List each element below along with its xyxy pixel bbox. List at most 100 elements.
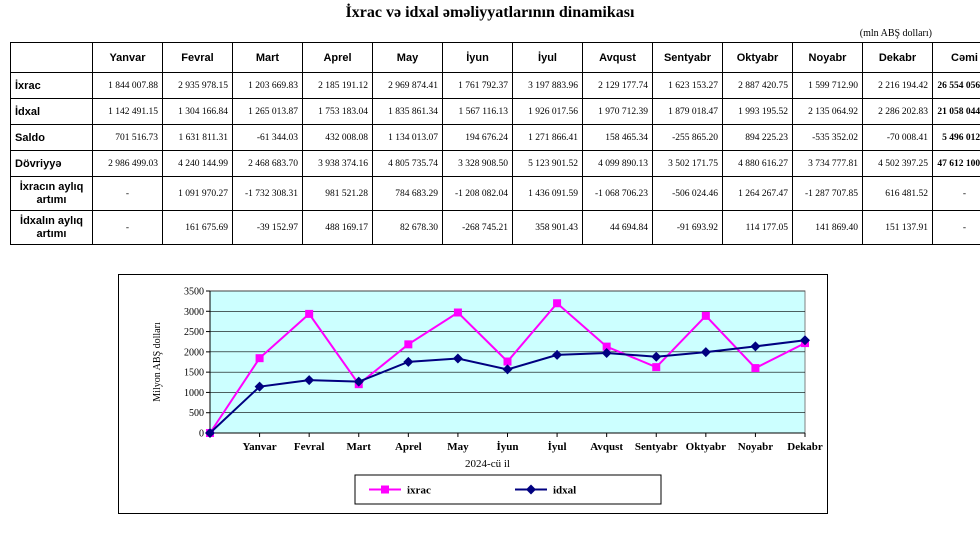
unit-note: (mln ABŞ dolları) <box>859 28 932 39</box>
table-cell: 1 091 970.27 <box>162 176 233 211</box>
table-header-corner <box>10 42 93 73</box>
table-cell: 3 938 374.16 <box>302 150 373 177</box>
x-tick-label: Mart <box>347 441 372 453</box>
table-cell: 4 240 144.99 <box>162 150 233 177</box>
table-row: İxracın aylıq artımı -1 091 970.27 -1 732 3… <box>10 176 980 211</box>
data-table: Yanvar Fevral Mart Aprel May İyun İyul Avqust Se… <box>10 42 980 245</box>
table-header-cell: Mart <box>232 42 303 73</box>
y-tick-label: 2500 <box>184 327 204 338</box>
row-label: İdxalın aylıq artımı <box>10 210 93 245</box>
table-cell: 2 185 191.12 <box>302 72 373 99</box>
legend-marker <box>381 485 389 494</box>
x-tick-label: Aprel <box>395 441 422 453</box>
x-tick-label: Fevral <box>294 441 325 453</box>
table-cell: -39 152.97 <box>232 210 303 245</box>
table-header-cell: İyul <box>512 42 583 73</box>
table-cell: 1 926 017.56 <box>512 98 583 125</box>
data-point-ixrac <box>652 363 661 372</box>
table-total-cell: - <box>932 210 980 245</box>
table-cell: - <box>92 176 163 211</box>
y-tick-label: 1000 <box>184 388 204 399</box>
row-label-line: İdxalın aylıq <box>20 214 83 227</box>
table-cell: 3 328 908.50 <box>442 150 513 177</box>
table-cell: 1 134 013.07 <box>372 124 443 151</box>
table-total-cell: - <box>932 176 980 211</box>
y-tick-label: 500 <box>189 408 204 419</box>
x-tick-label: Yanvar <box>242 441 276 453</box>
table-header-cell: Fevral <box>162 42 233 73</box>
table-cell: 4 805 735.74 <box>372 150 443 177</box>
legend-label: ixrac <box>407 485 431 497</box>
table-cell: -70 008.41 <box>862 124 933 151</box>
table-cell: -506 024.46 <box>652 176 723 211</box>
table-cell: 1 142 491.15 <box>92 98 163 125</box>
table-cell: 1 879 018.47 <box>652 98 723 125</box>
table-cell: 2 135 064.92 <box>792 98 863 125</box>
data-point-ixrac <box>602 342 611 351</box>
table-cell: -255 865.20 <box>652 124 723 151</box>
table-row: Saldo 701 516.73 1 631 811.31 -61 344.03 432… <box>10 124 980 151</box>
table-cell: 114 177.05 <box>722 210 793 245</box>
table-header-row: Yanvar Fevral Mart Aprel May İyun İyul Avqust Se… <box>10 42 980 73</box>
row-label: İxrac <box>10 72 93 99</box>
y-axis-label: Milyon ABŞ dolları <box>152 322 163 402</box>
table-cell: -1 732 308.31 <box>232 176 303 211</box>
table-cell: 82 678.30 <box>372 210 443 245</box>
data-point-idxal <box>304 375 315 386</box>
table-cell: 3 502 171.75 <box>652 150 723 177</box>
table-cell: 894 225.23 <box>722 124 793 151</box>
data-point-ixrac <box>255 354 264 363</box>
table-row: İxrac 1 844 007.88 2 935 978.15 1 203 669.8… <box>10 72 980 99</box>
table-header-cell: Yanvar <box>92 42 163 73</box>
table-cell: 1 631 811.31 <box>162 124 233 151</box>
table-cell: 784 683.29 <box>372 176 443 211</box>
legend-marker <box>526 484 536 495</box>
x-tick-label: Oktyabr <box>686 441 726 453</box>
table-cell: 2 468 683.70 <box>232 150 303 177</box>
table-cell: 1 844 007.88 <box>92 72 163 99</box>
table-cell: 4 502 397.25 <box>862 150 933 177</box>
x-tick-label: Sentyabr <box>635 441 678 453</box>
table-header-cell: Oktyabr <box>722 42 793 73</box>
table-cell: 2 887 420.75 <box>722 72 793 99</box>
data-point-idxal <box>502 364 513 375</box>
table-cell: 1 761 792.37 <box>442 72 513 99</box>
x-tick-label: Dekabr <box>787 441 823 453</box>
table-cell: 5 123 901.52 <box>512 150 583 177</box>
table-cell: 1 265 013.87 <box>232 98 303 125</box>
table-cell: 1 436 091.59 <box>512 176 583 211</box>
x-tick-label: May <box>447 441 469 453</box>
x-axis-label: 2024-cü il <box>465 458 510 470</box>
table-cell: 158 465.34 <box>582 124 653 151</box>
table-header-cell: Cəmi <box>932 42 980 73</box>
table-total-cell: 26 554 056.80 <box>932 72 980 99</box>
table-cell: -268 745.21 <box>442 210 513 245</box>
data-point-ixrac <box>553 299 562 308</box>
data-point-ixrac <box>404 340 413 349</box>
table-cell: 2 286 202.83 <box>862 98 933 125</box>
y-tick-label: 1500 <box>184 368 204 379</box>
table-cell: 1 835 861.34 <box>372 98 443 125</box>
table-cell: 1 599 712.90 <box>792 72 863 99</box>
table-cell: 1 993 195.52 <box>722 98 793 125</box>
table-cell: - <box>92 210 163 245</box>
table-cell: 701 516.73 <box>92 124 163 151</box>
table-header-cell: Sentyabr <box>652 42 723 73</box>
data-point-idxal <box>205 428 215 438</box>
table-cell: -1 287 707.85 <box>792 176 863 211</box>
table-cell: 161 675.69 <box>162 210 233 245</box>
row-label: İdxal <box>10 98 93 125</box>
x-tick-label: Avqust <box>590 441 623 453</box>
table-cell: 151 137.91 <box>862 210 933 245</box>
table-cell: 2 969 874.41 <box>372 72 443 99</box>
data-point-ixrac <box>305 309 314 318</box>
data-point-idxal <box>552 349 563 360</box>
table-cell: 1 623 153.27 <box>652 72 723 99</box>
page-title: İxrac və idxal əməliyyatlarının dinamika… <box>345 4 635 21</box>
y-tick-label: 3000 <box>184 307 204 318</box>
x-tick-label: Noyabr <box>738 441 774 453</box>
table-total-cell: 5 496 012.75 <box>932 124 980 151</box>
data-point-idxal <box>353 376 364 387</box>
data-point-idxal <box>254 381 265 392</box>
table-cell: 141 869.40 <box>792 210 863 245</box>
